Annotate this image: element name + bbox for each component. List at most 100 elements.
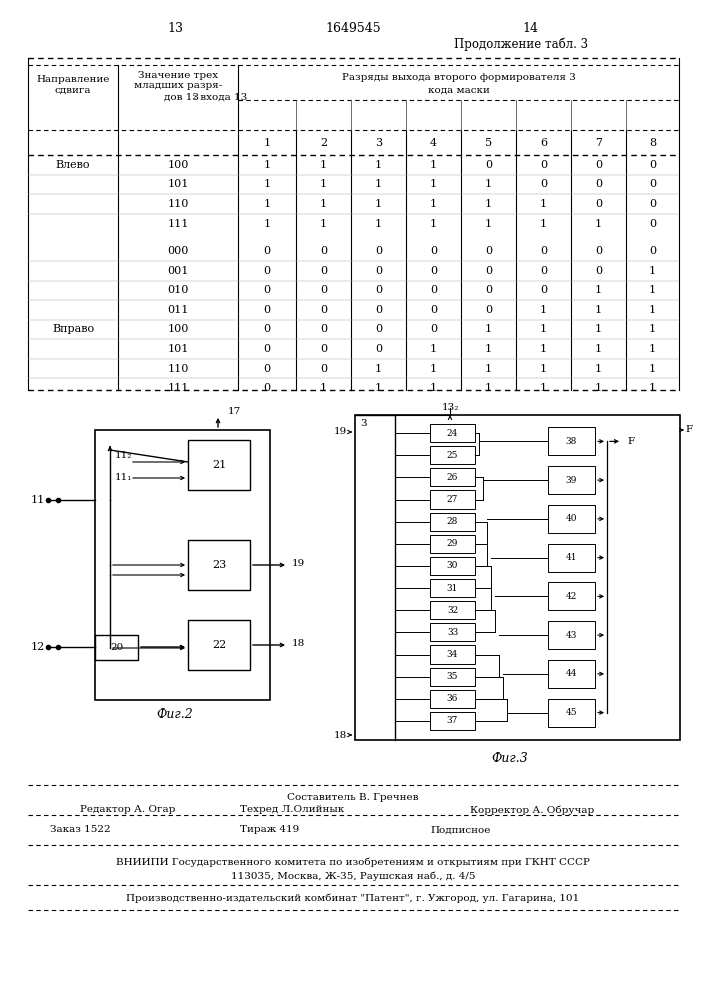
Text: 1: 1 xyxy=(649,324,656,334)
Text: 23: 23 xyxy=(212,560,226,570)
Text: сдвига: сдвига xyxy=(54,86,91,95)
Text: 110: 110 xyxy=(168,364,189,374)
Bar xyxy=(548,621,595,649)
Text: 0: 0 xyxy=(264,305,271,315)
Bar xyxy=(95,430,270,700)
Text: 1: 1 xyxy=(264,179,271,189)
Bar xyxy=(430,468,475,486)
Text: 36: 36 xyxy=(447,694,458,703)
Text: 1: 1 xyxy=(430,160,437,170)
Text: 1: 1 xyxy=(320,219,327,229)
Text: 0: 0 xyxy=(649,160,656,170)
Text: 4: 4 xyxy=(430,138,437,148)
Text: 111: 111 xyxy=(168,219,189,229)
Text: 14: 14 xyxy=(522,21,538,34)
Text: 0: 0 xyxy=(430,305,437,315)
Text: 0: 0 xyxy=(485,305,492,315)
Text: 1: 1 xyxy=(264,219,271,229)
Text: 1: 1 xyxy=(430,199,437,209)
Text: 1: 1 xyxy=(485,199,492,209)
Text: 24: 24 xyxy=(447,429,458,438)
Text: 113035, Москва, Ж-35, Раушская наб., д. 4/5: 113035, Москва, Ж-35, Раушская наб., д. … xyxy=(230,871,475,881)
Text: 1: 1 xyxy=(595,383,602,393)
Text: 3: 3 xyxy=(375,138,382,148)
Text: 0: 0 xyxy=(595,160,602,170)
Text: 1: 1 xyxy=(649,285,656,295)
Bar xyxy=(430,712,475,730)
Text: 1: 1 xyxy=(375,364,382,374)
Text: 8: 8 xyxy=(649,138,656,148)
Text: Тираж 419: Тираж 419 xyxy=(240,826,299,834)
Text: 11: 11 xyxy=(31,495,45,505)
Bar xyxy=(188,540,250,590)
Text: 111: 111 xyxy=(168,383,189,393)
Bar xyxy=(188,440,250,490)
Text: 0: 0 xyxy=(264,383,271,393)
Text: 32: 32 xyxy=(447,606,458,615)
Text: 0: 0 xyxy=(375,246,382,256)
Bar xyxy=(430,579,475,597)
Text: Влево: Влево xyxy=(56,160,90,170)
Text: 1: 1 xyxy=(649,266,656,276)
Text: 42: 42 xyxy=(566,592,577,601)
Text: 1: 1 xyxy=(430,364,437,374)
Text: Заказ 1522: Заказ 1522 xyxy=(50,826,110,834)
Text: 000: 000 xyxy=(168,246,189,256)
Text: 1: 1 xyxy=(430,179,437,189)
Text: 37: 37 xyxy=(447,716,458,725)
Text: 1: 1 xyxy=(485,219,492,229)
Text: 1: 1 xyxy=(375,383,382,393)
Text: 0: 0 xyxy=(264,364,271,374)
Text: 1: 1 xyxy=(540,344,547,354)
Text: 1: 1 xyxy=(264,160,271,170)
Text: 1: 1 xyxy=(375,199,382,209)
Text: 1: 1 xyxy=(485,344,492,354)
Text: 1: 1 xyxy=(264,138,271,148)
Text: 1: 1 xyxy=(430,383,437,393)
Text: 1: 1 xyxy=(264,199,271,209)
Text: Производственно-издательский комбинат "Патент", г. Ужгород, ул. Гагарина, 101: Производственно-издательский комбинат "П… xyxy=(127,893,580,903)
Text: 1: 1 xyxy=(485,324,492,334)
Text: 1: 1 xyxy=(540,324,547,334)
Text: 44: 44 xyxy=(566,669,577,678)
Text: 12: 12 xyxy=(31,642,45,652)
Text: Редактор А. Огар: Редактор А. Огар xyxy=(80,806,175,814)
Text: Фиг.2: Фиг.2 xyxy=(157,708,194,722)
Text: 1649545: 1649545 xyxy=(325,21,381,34)
Text: Корректор А. Обручар: Корректор А. Обручар xyxy=(470,805,595,815)
Text: 1: 1 xyxy=(485,364,492,374)
Text: Составитель В. Гречнев: Составитель В. Гречнев xyxy=(287,794,419,802)
Text: 6: 6 xyxy=(540,138,547,148)
Text: 0: 0 xyxy=(485,160,492,170)
Text: Фиг.3: Фиг.3 xyxy=(491,752,528,764)
Bar xyxy=(430,446,475,464)
Text: 1: 1 xyxy=(540,383,547,393)
Text: 1: 1 xyxy=(649,364,656,374)
Text: Продолжение табл. 3: Продолжение табл. 3 xyxy=(454,37,588,51)
Text: 0: 0 xyxy=(540,266,547,276)
Text: 26: 26 xyxy=(447,473,458,482)
Text: 100: 100 xyxy=(168,160,189,170)
Text: F: F xyxy=(627,437,634,446)
Text: 0: 0 xyxy=(540,285,547,295)
Bar xyxy=(430,535,475,553)
Text: 29: 29 xyxy=(447,539,458,548)
Text: 11₂: 11₂ xyxy=(115,450,132,460)
Text: ВНИИПИ Государственного комитета по изобретениям и открытиям при ГКНТ СССР: ВНИИПИ Государственного комитета по изоб… xyxy=(116,857,590,867)
Text: 0: 0 xyxy=(595,179,602,189)
Text: 1: 1 xyxy=(320,179,327,189)
Bar xyxy=(355,415,680,740)
Bar xyxy=(430,645,475,664)
Text: 5: 5 xyxy=(485,138,492,148)
Text: 0: 0 xyxy=(540,179,547,189)
Text: 1: 1 xyxy=(375,179,382,189)
Text: 0: 0 xyxy=(430,324,437,334)
Bar xyxy=(548,466,595,494)
Text: 34: 34 xyxy=(447,650,458,659)
Text: 0: 0 xyxy=(375,324,382,334)
Text: 2: 2 xyxy=(320,138,327,148)
Text: 0: 0 xyxy=(540,246,547,256)
Text: 101: 101 xyxy=(168,179,189,189)
Bar xyxy=(548,699,595,727)
Text: 100: 100 xyxy=(168,324,189,334)
